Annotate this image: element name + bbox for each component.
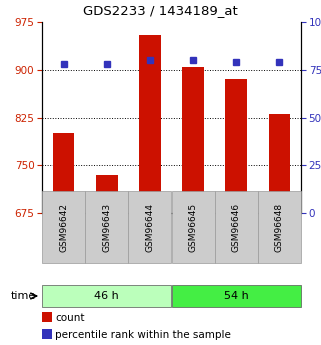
Text: GSM96645: GSM96645: [188, 203, 198, 252]
Text: GSM96643: GSM96643: [102, 203, 111, 252]
Text: percentile rank within the sample: percentile rank within the sample: [55, 331, 231, 341]
Text: GSM96648: GSM96648: [275, 203, 284, 252]
Bar: [182, 67, 204, 213]
Text: 54 h: 54 h: [224, 291, 249, 301]
Bar: [53, 134, 74, 213]
Text: GSM96642: GSM96642: [59, 203, 68, 252]
Text: GSM96644: GSM96644: [145, 203, 154, 252]
Text: 46 h: 46 h: [94, 291, 119, 301]
Bar: [269, 114, 290, 213]
Bar: [139, 35, 161, 213]
Text: time: time: [11, 291, 36, 301]
Bar: [225, 79, 247, 213]
Bar: [96, 175, 117, 213]
Text: GSM96646: GSM96646: [232, 203, 241, 252]
Text: GDS2233 / 1434189_at: GDS2233 / 1434189_at: [83, 4, 238, 18]
Text: count: count: [55, 313, 85, 323]
